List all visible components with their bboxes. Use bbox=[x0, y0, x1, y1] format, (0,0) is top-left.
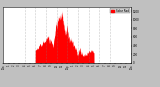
Legend: Solar Rad: Solar Rad bbox=[110, 8, 130, 13]
